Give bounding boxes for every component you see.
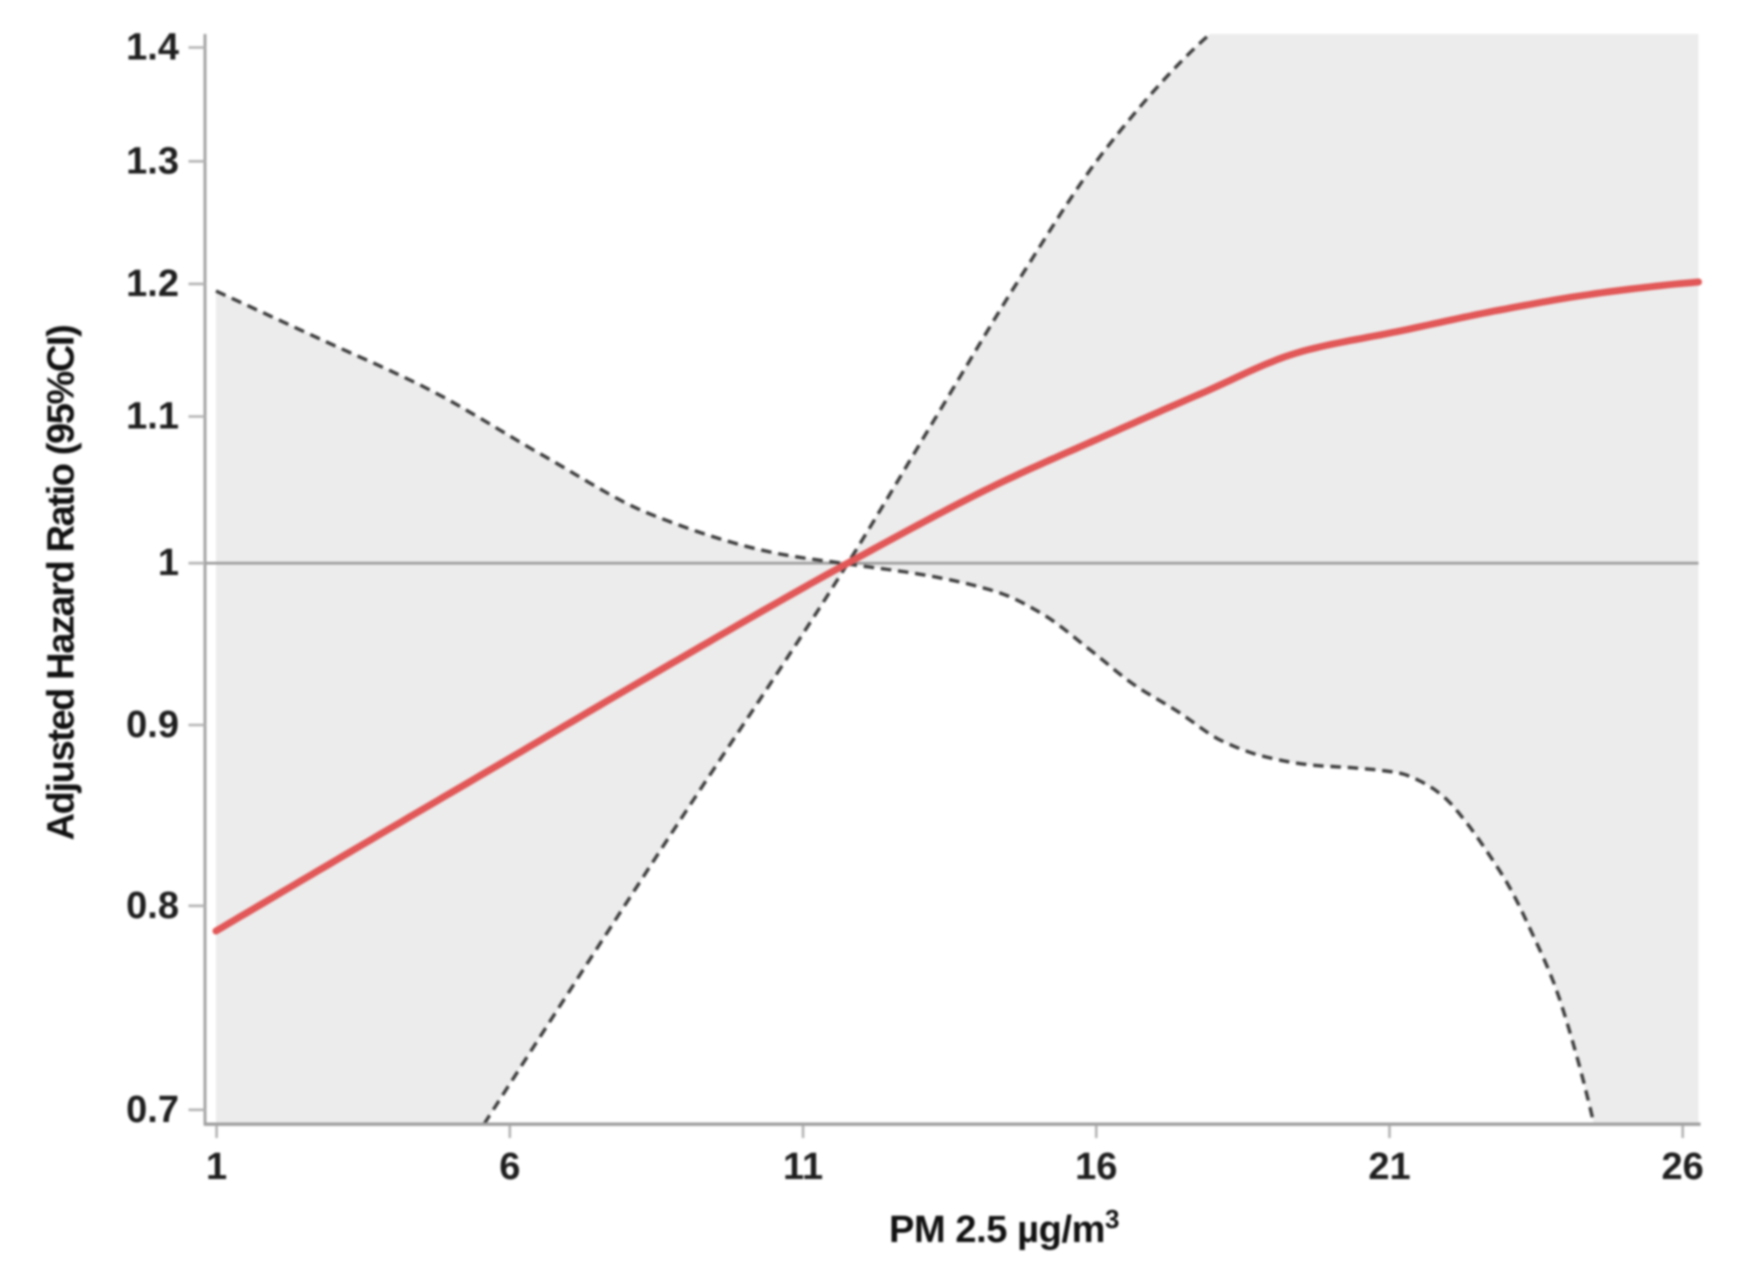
svg-text:21: 21	[1368, 1146, 1410, 1188]
svg-text:1: 1	[158, 542, 179, 584]
svg-text:1.2: 1.2	[126, 263, 179, 305]
svg-text:6: 6	[499, 1146, 520, 1188]
svg-text:1.1: 1.1	[126, 396, 179, 438]
svg-text:26: 26	[1662, 1146, 1704, 1188]
svg-text:Adjusted Hazard Ratio (95%CI): Adjusted Hazard Ratio (95%CI)	[41, 326, 83, 841]
svg-text:1.4: 1.4	[126, 27, 179, 69]
svg-text:0.7: 0.7	[126, 1089, 179, 1131]
svg-text:1: 1	[206, 1146, 227, 1188]
svg-text:1.3: 1.3	[126, 140, 179, 182]
svg-text:11: 11	[783, 1146, 823, 1188]
svg-text:16: 16	[1075, 1146, 1117, 1188]
svg-text:0.8: 0.8	[126, 885, 179, 927]
svg-text:PM 2.5 µg/m3: PM 2.5 µg/m3	[889, 1204, 1119, 1251]
svg-text:0.9: 0.9	[126, 704, 179, 746]
